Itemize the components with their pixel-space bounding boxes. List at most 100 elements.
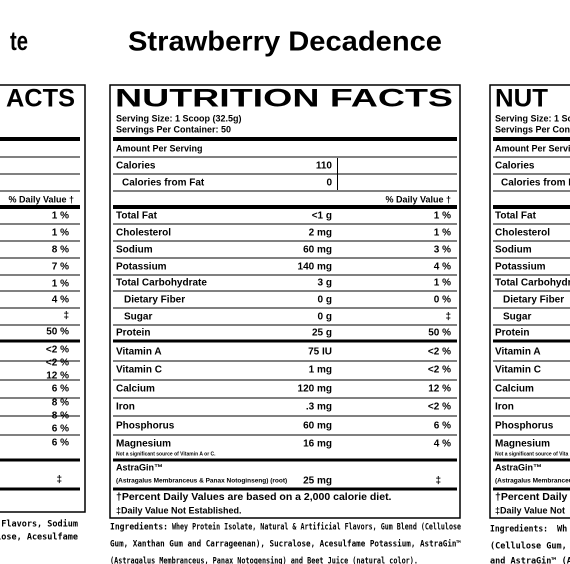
row-amount: 0 g xyxy=(318,295,332,306)
daily-value: 1 % xyxy=(52,279,69,290)
row-amount: 0 g xyxy=(318,312,332,323)
ingredients-label: Ingredients: xyxy=(110,522,168,533)
note: Not a significant source of Vitamin A or… xyxy=(116,451,216,457)
rule xyxy=(113,205,457,209)
ingredients-line: Sucralose, Acesulfame xyxy=(0,533,78,543)
dv-header: % Daily Value † xyxy=(8,194,74,204)
daily-value: 1 % xyxy=(52,211,69,222)
row-label: Magnesium xyxy=(495,439,550,450)
row-label: Protein xyxy=(495,328,529,339)
row-label: Magnesium xyxy=(116,439,171,450)
heading: ACTS xyxy=(6,85,75,113)
ingredients-line: (Astragalus Membranceus, Panax Notogensi… xyxy=(110,556,418,564)
row-amount: 2 mg xyxy=(309,228,332,239)
footnote: ‡Daily Value Not xyxy=(495,505,565,515)
daily-value: 4 % xyxy=(52,295,69,306)
rule xyxy=(113,223,457,225)
rule xyxy=(0,360,80,362)
servings: Servings Per Conta xyxy=(495,124,570,134)
heading: NUT xyxy=(495,85,548,113)
rule xyxy=(113,379,457,381)
rule xyxy=(113,240,457,242)
row-amount: 0 xyxy=(326,178,332,189)
rule xyxy=(0,257,80,259)
rule xyxy=(0,434,80,436)
rule xyxy=(0,458,80,462)
footnote: †Percent Daily Values are based on a 2,0… xyxy=(116,491,392,503)
row-label: Dietary Fiber xyxy=(503,295,564,306)
row-dv: 1 % xyxy=(434,228,451,239)
rule xyxy=(493,274,570,276)
rule xyxy=(493,379,570,381)
rule xyxy=(113,137,457,141)
row-dv: 4 % xyxy=(434,262,451,273)
dv-header: % Daily Value † xyxy=(385,194,451,204)
ingredients-label: Ingredients: xyxy=(490,524,548,535)
rule xyxy=(113,307,457,309)
row-label: Phosphorus xyxy=(495,421,554,432)
row-label: Vitamin C xyxy=(495,365,541,376)
rule xyxy=(113,458,457,462)
rule xyxy=(0,379,80,381)
row-label: Cholesterol xyxy=(495,228,550,239)
row-amount: 120 mg xyxy=(298,384,332,395)
rule xyxy=(113,487,457,491)
rule xyxy=(113,415,457,417)
ingredients-line: Whey Protein Isolate, Natural & Artifici… xyxy=(172,522,461,533)
daily-value: 8 % xyxy=(52,245,69,256)
row-label: Sodium xyxy=(495,245,532,256)
row-label: Calories from Fa xyxy=(501,178,570,189)
daily-value: 12 % xyxy=(46,371,69,382)
row-amount: .3 mg xyxy=(306,402,332,413)
row-label: AstraGin™ xyxy=(495,462,542,472)
row-dv: 1 % xyxy=(434,278,451,289)
daily-value: 6 % xyxy=(52,424,69,435)
rule xyxy=(493,156,570,158)
row-label: Vitamin A xyxy=(116,347,162,358)
row-amount: 25 mg xyxy=(303,476,332,487)
row-dv: <2 % xyxy=(428,365,451,376)
rule xyxy=(493,339,570,343)
row-dv: 50 % xyxy=(428,328,451,339)
rule xyxy=(113,156,457,158)
daily-value: 7 % xyxy=(52,262,69,273)
rule xyxy=(0,223,80,225)
daily-value: 8 % xyxy=(52,411,69,422)
rule xyxy=(493,257,570,259)
rule xyxy=(0,137,80,141)
rule xyxy=(493,434,570,436)
row-label: Potassium xyxy=(116,262,167,273)
rule xyxy=(0,173,80,175)
row-label: Calcium xyxy=(116,384,155,395)
serving-size: Serving Size: 1 Scoop (32.5g) xyxy=(116,113,242,123)
product-title: te xyxy=(10,26,28,56)
rule xyxy=(493,223,570,225)
rule xyxy=(113,257,457,259)
rule xyxy=(113,434,457,436)
rule xyxy=(493,240,570,242)
rule xyxy=(0,415,80,417)
rule xyxy=(113,360,457,362)
row-label: Calories xyxy=(116,161,156,172)
row-dv: <2 % xyxy=(428,402,451,413)
row-label: Iron xyxy=(495,402,514,413)
daily-value: 6 % xyxy=(52,438,69,449)
rule xyxy=(0,274,80,276)
row-label: Vitamin C xyxy=(116,365,162,376)
row-amount: 60 mg xyxy=(303,421,332,432)
ingredients-line: Wh xyxy=(557,525,567,535)
rule xyxy=(493,487,570,491)
rule xyxy=(493,360,570,362)
rule xyxy=(0,205,80,209)
ingredients-line: (Cellulose Gum, Xa xyxy=(490,542,570,552)
rule xyxy=(0,487,80,491)
row-amount: <1 g xyxy=(312,211,332,222)
row-label: Sugar xyxy=(124,312,152,323)
daily-value: ‡ xyxy=(56,475,62,486)
row-amount: 140 mg xyxy=(298,262,332,273)
daily-value: 8 % xyxy=(52,398,69,409)
ingredients-line: Gum, Xanthan Gum and Carrageenan), Sucra… xyxy=(110,539,461,550)
rule xyxy=(0,397,80,399)
daily-value: <2 % xyxy=(46,345,69,356)
